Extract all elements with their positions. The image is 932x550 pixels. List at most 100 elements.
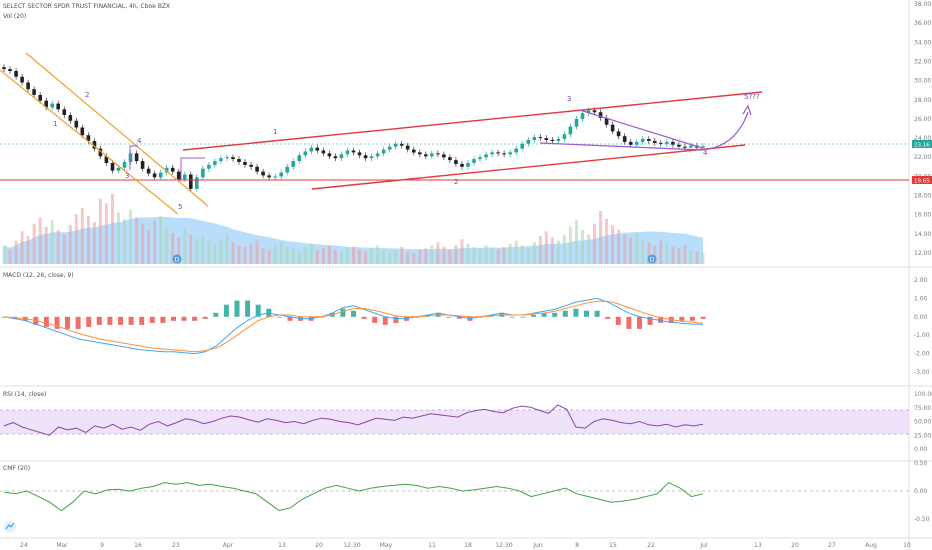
price-axis[interactable]: 38.00 36.00 34.00 32.00 30.00 28.00 26.00 24.00…	[914, 1, 931, 257]
volume-bar	[677, 248, 681, 264]
candle-body	[219, 158, 223, 162]
volume-bar	[641, 239, 645, 264]
volume-bar	[617, 229, 621, 264]
wave-label-1b: 1	[273, 128, 277, 136]
volume-bar	[376, 245, 380, 264]
candle-body	[152, 173, 157, 178]
macd-hist-bar	[520, 316, 526, 318]
candle-body	[183, 174, 187, 180]
time-tick: Apr	[223, 542, 234, 549]
volume-bar	[273, 245, 277, 264]
volume-bar	[80, 208, 84, 264]
volume-bar	[520, 245, 524, 264]
macd-tick: 0.00	[914, 314, 928, 321]
volume-bar	[237, 245, 241, 264]
wave-label-2a: 2	[85, 91, 89, 99]
volume-bar	[291, 248, 295, 264]
time-tick: 24	[20, 542, 28, 549]
candle-body	[598, 112, 603, 118]
volume-bar	[279, 242, 283, 264]
volume-bar	[261, 248, 265, 264]
macd-hist-bar	[679, 316, 685, 321]
rsi-tick: 25.00	[914, 432, 931, 439]
volume-bar	[611, 225, 615, 264]
time-tick: 22	[647, 542, 655, 549]
candle-body	[430, 153, 434, 157]
candle-body	[8, 69, 12, 71]
macd-hist-bar	[118, 316, 123, 325]
volume-label: Vol (20)	[3, 13, 26, 20]
time-tick: 12:30	[495, 542, 512, 549]
time-tick: 20	[315, 542, 323, 549]
volume-bar	[50, 220, 54, 264]
volume-bar	[117, 212, 120, 264]
time-tick: Jun	[532, 542, 543, 549]
volume-bar	[183, 228, 187, 264]
candle-body	[249, 164, 253, 167]
candle-body	[526, 140, 531, 144]
macd-hist-bar	[107, 316, 113, 325]
candle-body	[267, 175, 271, 178]
candle-body	[568, 126, 573, 135]
event-badge-1[interactable]: D	[172, 254, 182, 264]
candle-body	[56, 103, 60, 110]
macd-hist-bar	[171, 316, 176, 321]
level-price-text: 19.65	[914, 179, 930, 185]
candle-body	[412, 149, 416, 153]
candle-body	[580, 113, 585, 119]
volume-bar	[129, 209, 132, 264]
candle-body	[303, 151, 308, 156]
macd-hist-bar	[255, 304, 261, 317]
macd-line	[3, 297, 703, 355]
volume-bar	[466, 243, 470, 264]
price-tick: 16.00	[914, 212, 931, 219]
volume-bar	[496, 250, 500, 264]
volume-bar	[56, 229, 60, 264]
volume-bar	[26, 236, 30, 264]
volume-bar	[111, 194, 114, 264]
volume-bar	[647, 242, 651, 264]
event-badge-2[interactable]: D	[647, 254, 657, 264]
candle-body	[520, 143, 524, 149]
macd-hist-bar	[446, 316, 452, 318]
volume-bar	[219, 239, 223, 264]
candle-body	[574, 118, 579, 127]
time-tick: 9	[100, 542, 104, 549]
drawings[interactable]	[0, 52, 763, 215]
candlesticks	[2, 64, 705, 192]
time-tick: 20	[791, 542, 799, 549]
rsi-line	[3, 404, 704, 436]
candle-body	[448, 157, 452, 161]
macd-hist-bar	[213, 312, 219, 317]
time-axis[interactable]: 24 Mar 9 16 23 Apr 13 20 12:30 May 11 18 12:30 Jun 8 15…	[20, 542, 911, 549]
volume-bar	[297, 251, 301, 264]
candle-body	[375, 153, 380, 157]
macd-hist-bar	[287, 316, 293, 321]
cmf-tick: -0.50	[914, 516, 930, 523]
candle-body	[38, 95, 42, 101]
candle-body	[243, 162, 247, 165]
candle-body	[418, 152, 422, 155]
candle-body	[255, 166, 259, 172]
volume-bar	[490, 248, 494, 264]
candle-body	[634, 141, 639, 145]
time-tick: 15	[609, 542, 617, 549]
volume-bar	[62, 234, 66, 264]
cmf-tick: 0.00	[914, 488, 928, 495]
candle-body	[80, 127, 85, 136]
volume-bar	[86, 215, 90, 264]
time-tick: 13	[754, 542, 762, 549]
candle-body	[14, 71, 18, 77]
volume-bar	[448, 250, 452, 264]
macd-hist-bar	[351, 310, 356, 317]
macd-hist-bar	[276, 316, 282, 318]
macd-axis: 2.00 1.00 0.00 -1.00 -2.00 -3.00	[914, 277, 930, 376]
projection-arrow	[701, 111, 749, 151]
volume-bar	[508, 243, 512, 264]
tradingview-logo	[4, 521, 16, 533]
time-tick: Mar	[56, 542, 68, 549]
candle-body	[339, 154, 344, 159]
candle-body	[363, 155, 368, 159]
